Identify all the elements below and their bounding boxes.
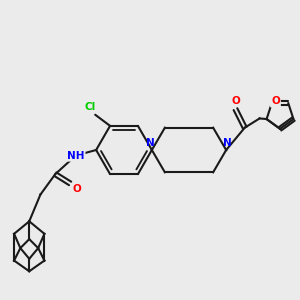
- Text: Cl: Cl: [84, 102, 95, 112]
- Text: N: N: [146, 138, 155, 148]
- Text: O: O: [72, 184, 81, 194]
- Text: NH: NH: [67, 151, 84, 160]
- Text: O: O: [271, 96, 280, 106]
- Text: O: O: [231, 96, 240, 106]
- Text: N: N: [223, 138, 232, 148]
